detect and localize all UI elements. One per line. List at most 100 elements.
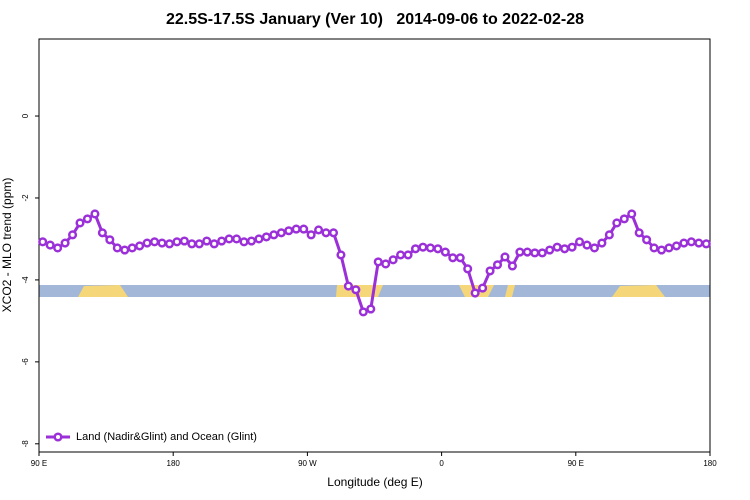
x-tick-label: 90 W — [298, 459, 317, 468]
x-axis-label: Longitude (deg E) — [327, 475, 422, 489]
point — [567, 242, 577, 252]
point — [224, 234, 234, 244]
point — [246, 236, 257, 246]
point — [209, 239, 219, 249]
point — [202, 236, 212, 246]
y-tick-label: -2 — [21, 194, 30, 202]
point — [336, 250, 346, 260]
point — [627, 209, 637, 219]
point — [448, 253, 458, 263]
point — [396, 250, 406, 260]
point — [299, 224, 309, 234]
x-tick-label: 90 E — [31, 459, 47, 468]
point — [604, 230, 614, 240]
point — [194, 239, 204, 249]
point — [53, 243, 63, 253]
point — [463, 264, 473, 274]
legend-marker — [53, 432, 63, 442]
point — [671, 241, 682, 251]
point — [537, 248, 547, 258]
point — [515, 247, 525, 257]
y-tick-label: 0 — [21, 113, 30, 118]
point — [470, 288, 480, 298]
point — [582, 240, 592, 250]
point — [261, 232, 271, 242]
y-tick-label: -8 — [21, 440, 30, 448]
point — [679, 238, 689, 248]
point — [321, 228, 331, 238]
point — [656, 245, 667, 255]
point — [500, 252, 510, 262]
point — [530, 248, 540, 258]
point — [455, 253, 465, 263]
y-tick-label: -4 — [21, 276, 30, 284]
point — [127, 243, 137, 253]
point — [381, 259, 391, 269]
legend-label: Land (Nadir&Glint) and Ocean (Glint) — [76, 431, 257, 443]
point — [306, 230, 316, 240]
point — [291, 224, 301, 234]
point — [388, 255, 398, 265]
point — [589, 243, 599, 253]
point — [619, 214, 629, 224]
point — [612, 218, 622, 228]
point — [440, 247, 450, 257]
point — [522, 247, 532, 257]
point — [150, 237, 160, 247]
point — [574, 237, 585, 247]
point — [597, 238, 607, 248]
point — [418, 242, 428, 252]
point — [172, 237, 182, 247]
point — [120, 245, 130, 255]
point — [552, 242, 562, 252]
point — [485, 266, 495, 276]
point — [97, 228, 107, 238]
point — [507, 261, 517, 271]
point — [373, 257, 383, 267]
point — [45, 240, 55, 250]
point — [60, 238, 70, 248]
chart-title: 22.5S-17.5S January (Ver 10) 2014-09-06 … — [166, 11, 584, 28]
point — [75, 218, 85, 228]
point — [545, 245, 555, 255]
point — [217, 236, 227, 246]
point — [179, 236, 189, 246]
point — [82, 214, 93, 224]
y-axis-label: XCO2 - MLO trend (ppm) — [0, 178, 14, 313]
point — [478, 283, 488, 293]
point — [351, 285, 361, 295]
point — [433, 244, 443, 254]
point — [90, 209, 100, 219]
point — [314, 225, 324, 235]
legend — [40, 425, 285, 449]
point — [269, 230, 279, 240]
point — [254, 234, 264, 244]
point — [239, 237, 249, 247]
point — [164, 239, 175, 249]
point — [232, 234, 242, 244]
point — [135, 241, 145, 251]
point — [425, 243, 435, 253]
point — [492, 260, 503, 270]
point — [403, 250, 413, 260]
x-tick-label: 180 — [167, 459, 181, 468]
point — [634, 228, 644, 238]
point — [328, 228, 339, 238]
point — [68, 230, 78, 240]
point — [358, 307, 368, 317]
point — [649, 243, 659, 253]
point — [38, 237, 48, 247]
point — [142, 238, 152, 248]
y-tick-label: -6 — [21, 358, 30, 366]
point — [366, 304, 376, 314]
x-tick-label: 0 — [439, 459, 444, 468]
point — [105, 235, 115, 245]
point — [157, 238, 167, 248]
x-tick-label: 90 E — [568, 459, 584, 468]
point — [410, 244, 421, 254]
point — [694, 238, 704, 248]
point — [284, 226, 294, 236]
point — [112, 243, 122, 253]
